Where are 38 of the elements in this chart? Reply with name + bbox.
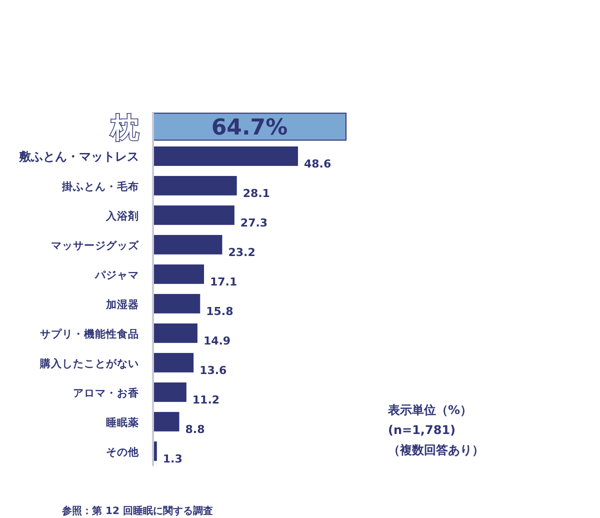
bar [153, 234, 222, 254]
data-label: 1.3 [162, 452, 182, 466]
data-label: 14.9 [203, 334, 231, 348]
y-tick-label: その他 [106, 445, 140, 458]
bar [153, 205, 234, 225]
y-tick-label: 購入したことがない [39, 356, 139, 370]
text: (n=1,781) [388, 422, 457, 439]
bar [153, 264, 204, 284]
y-tick-label: パジャマ [94, 269, 139, 282]
y-tick-label: 加湿器 [105, 298, 139, 311]
text: 表示単位（%） [388, 402, 474, 419]
y-tick-label: マッサージグッズ [51, 238, 140, 252]
data-label: 28.1 [242, 187, 270, 200]
y-tick-label: 枕 [110, 110, 139, 144]
bar [153, 412, 180, 432]
data-label: 23.2 [228, 246, 256, 260]
bar [153, 382, 186, 402]
y-tick-label: アロマ・お香 [73, 386, 140, 400]
text: （複数回答あり） [388, 442, 484, 459]
bar [153, 176, 237, 196]
bar [153, 146, 298, 166]
bar [153, 323, 198, 343]
y-tick-label: 掛ふとん・毛布 [61, 180, 139, 193]
data-label: 15.8 [206, 305, 234, 318]
y-tick-label: 入浴剤 [105, 209, 139, 222]
data-label: 13.6 [200, 364, 228, 378]
data-label: 11.2 [192, 394, 220, 407]
bar [153, 352, 194, 372]
bar [153, 294, 200, 314]
data-label: 27.3 [240, 216, 268, 230]
y-tick-label: サプリ・機能性食品 [40, 327, 139, 340]
text: 参照：第 12 回睡眠に関する調査 [62, 504, 213, 518]
data-label: 64.7% [211, 116, 288, 141]
data-label: 8.8 [185, 423, 205, 436]
data-label: 48.6 [304, 158, 332, 171]
data-label: 17.1 [210, 276, 238, 289]
y-tick-label: 敷ふとん・マットレス [18, 149, 139, 164]
y-tick-label: 睡眠薬 [106, 416, 139, 429]
